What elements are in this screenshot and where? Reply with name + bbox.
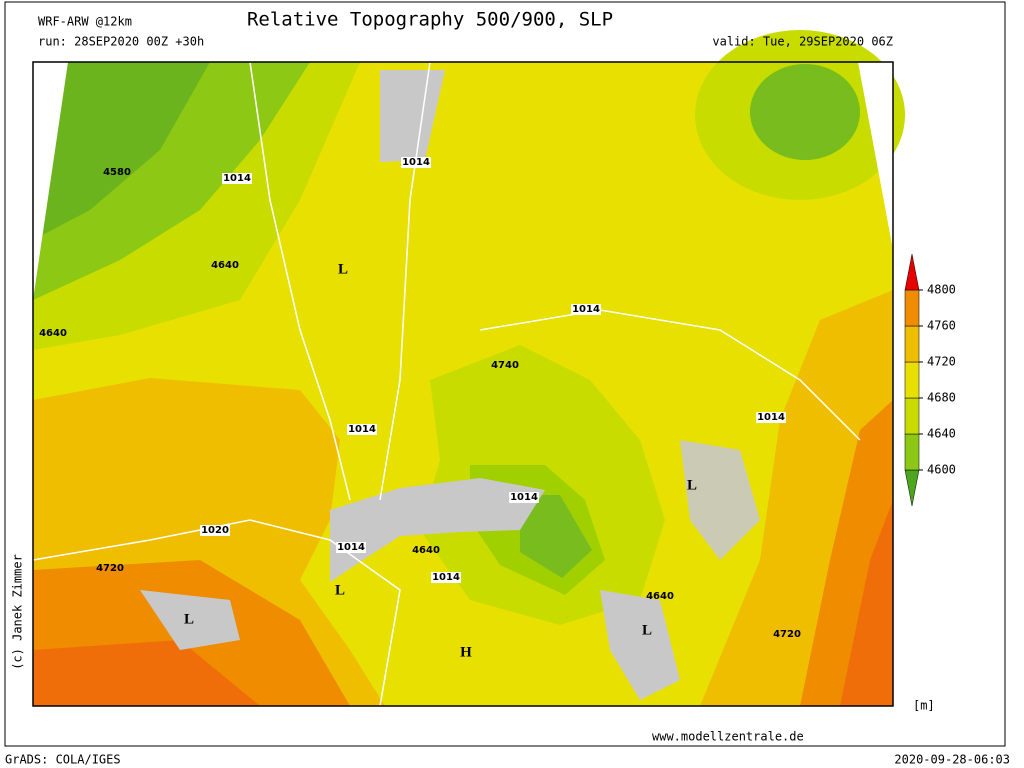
colorbar-tick-label: 4800	[927, 283, 956, 297]
unit-label: [m]	[913, 699, 935, 713]
label-box	[571, 304, 601, 315]
label-box	[431, 572, 461, 583]
colorbar-tick-label: 4640	[927, 427, 956, 441]
color-band	[904, 289, 920, 327]
contour-label: 4640	[412, 545, 440, 556]
website: www.modellzentrale.de	[652, 730, 804, 744]
contour-label: 1014	[572, 304, 600, 315]
color-band	[904, 325, 920, 363]
colorbar-tick-label: 4600	[927, 463, 956, 477]
map-border	[32, 61, 894, 707]
colorbar-tick-label: 4760	[927, 319, 956, 333]
pressure-center: L	[687, 477, 697, 493]
source: GrADS: COLA/IGES	[5, 753, 121, 767]
color-band	[904, 361, 920, 399]
isoline	[379, 61, 431, 501]
run-label: run: 28SEP2020 00Z +30h	[38, 35, 204, 49]
contour-label: 1014	[402, 157, 430, 168]
isoline	[249, 61, 351, 501]
terrain-mask	[680, 440, 760, 560]
projection-edge	[858, 62, 893, 250]
contour-label: 4720	[773, 629, 801, 640]
terrain-mask	[140, 590, 240, 650]
contour-label: 1014	[510, 492, 538, 503]
pressure-center: L	[184, 611, 194, 627]
frame	[4, 1, 1006, 747]
label-box	[756, 412, 786, 423]
label-box	[509, 492, 539, 503]
contour-label: 1014	[432, 572, 460, 583]
label-box	[200, 525, 230, 536]
timestamp: 2020-09-28-06:03	[894, 753, 1010, 767]
pressure-center: L	[335, 582, 345, 598]
contour-label: 4740	[491, 360, 519, 371]
field-region	[33, 62, 210, 240]
projection-edge	[33, 62, 68, 300]
colorbar-tick-label: 4680	[927, 391, 956, 405]
map: 4580 1014 4640 4640 L 1014 1014 4740 1014 1014 101…	[32, 30, 905, 707]
label-box	[401, 157, 431, 168]
contour-label: 1014	[348, 424, 376, 435]
color-band	[904, 469, 920, 507]
contour-label: 4720	[96, 563, 124, 574]
isoline	[479, 309, 861, 441]
field-region	[33, 640, 260, 706]
label-box	[336, 542, 366, 553]
color-band	[904, 397, 920, 435]
contour-label: 1014	[757, 412, 785, 423]
isoline	[32, 519, 401, 707]
valid-label: valid: Tue, 29SEP2020 06Z	[712, 35, 893, 49]
field-region	[520, 495, 592, 578]
label-box	[347, 424, 377, 435]
colorbar-tick-label: 4720	[927, 355, 956, 369]
contour-label: 4640	[39, 328, 67, 339]
field-region	[750, 64, 860, 160]
contour-label: 4640	[646, 591, 674, 602]
field-region	[840, 500, 893, 706]
contour-label: 4580	[103, 167, 131, 178]
contour-label: 1020	[201, 525, 229, 536]
pressure-center: H	[460, 644, 472, 660]
pressure-center: L	[642, 622, 652, 638]
credit: (c) Janek Zimmer	[11, 554, 25, 670]
contour-label: 1014	[337, 542, 365, 553]
color-band	[904, 253, 920, 291]
contour-label: 1014	[223, 173, 251, 184]
terrain-mask	[380, 70, 445, 162]
terrain-mask	[600, 590, 680, 700]
label-box	[222, 173, 252, 184]
colorbar: 4800 4760 4720 4680 4640 4600	[904, 253, 956, 507]
terrain-mask	[330, 478, 545, 582]
model-label: WRF-ARW @12km	[38, 15, 132, 29]
title: Relative Topography 500/900, SLP	[247, 9, 613, 31]
color-band	[904, 433, 920, 471]
pressure-center: L	[338, 261, 348, 277]
contour-label: 4640	[211, 260, 239, 271]
